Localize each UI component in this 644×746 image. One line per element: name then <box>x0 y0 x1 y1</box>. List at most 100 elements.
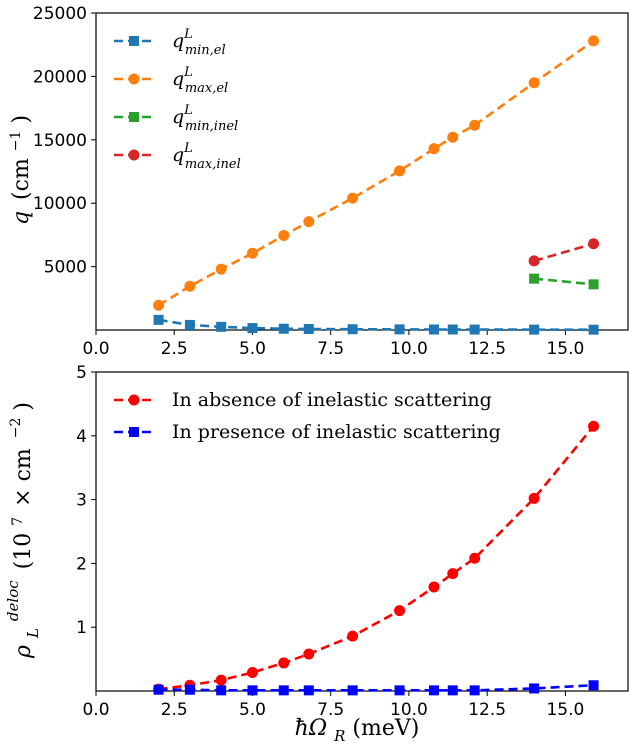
data-point <box>528 255 540 267</box>
legend-entry: qL max,inel <box>114 141 241 172</box>
data-point <box>588 238 600 250</box>
data-point <box>588 35 600 47</box>
data-point <box>588 680 599 691</box>
data-point <box>447 568 459 580</box>
data-point <box>216 321 227 332</box>
x-tick-label: 5.0 <box>239 339 266 359</box>
data-point <box>588 420 600 432</box>
data-point <box>278 657 290 669</box>
bottom-axis-ticks: 0.0 2.5 5.0 7.5 10.0 12.5 15.0 1 2 3 4 5 <box>76 363 584 720</box>
series-line <box>533 277 594 286</box>
legend-label: qL max,el <box>172 65 228 96</box>
data-point <box>278 323 289 334</box>
data-point <box>246 666 258 678</box>
data-point <box>469 324 480 335</box>
data-point <box>246 247 258 259</box>
y-tick-label: 15000 <box>33 131 87 151</box>
data-point <box>394 605 406 617</box>
bottom-y-axis-label: ρ L deloc (10 7 × cm −2 ) <box>0 402 44 659</box>
y-tick-label: 4 <box>76 427 87 447</box>
x-tick-label: 5.0 <box>239 700 266 720</box>
data-point <box>347 324 358 335</box>
data-point <box>347 630 359 642</box>
y-tick-label: 2 <box>76 554 87 574</box>
series-3 <box>528 238 600 267</box>
data-point <box>588 324 599 335</box>
bottom-chart-panel: 0.0 2.5 5.0 7.5 10.0 12.5 15.0 1 2 3 4 5 In absence… <box>0 363 629 746</box>
x-tick-label: 2.5 <box>161 700 188 720</box>
legend-label: qL max,inel <box>172 141 241 172</box>
data-point <box>394 324 405 335</box>
y-tick-label: 10000 <box>33 194 87 214</box>
series-2 <box>529 273 599 290</box>
legend-swatch-marker <box>128 149 140 161</box>
bottom-legend: In absence of inelastic scattering In pre… <box>114 389 501 443</box>
data-point <box>529 324 540 335</box>
data-point <box>247 685 258 696</box>
bottom-plot-area <box>95 371 629 692</box>
data-point <box>529 683 540 694</box>
data-point <box>153 314 164 325</box>
x-tick-label: 10.0 <box>390 700 428 720</box>
legend-swatch-marker <box>129 112 139 122</box>
legend-swatch-marker <box>128 394 140 406</box>
legend-entry: qL min,el <box>114 27 226 58</box>
data-point <box>215 263 227 275</box>
top-axis-ticks: 0.0 2.5 5.0 7.5 10.0 12.5 15.0 5000 10000 15000 20… <box>33 4 584 359</box>
x-tick-label: 2.5 <box>161 339 188 359</box>
data-point <box>303 323 314 334</box>
x-tick-label: 0.0 <box>82 339 109 359</box>
data-point <box>247 323 258 334</box>
data-point <box>528 492 540 504</box>
data-point <box>303 216 315 228</box>
data-point <box>278 685 289 696</box>
plot-frame <box>95 12 629 331</box>
data-point <box>215 674 227 686</box>
legend-swatch-marker <box>129 36 139 46</box>
data-point <box>529 273 540 284</box>
data-point <box>428 685 439 696</box>
legend-swatch-marker <box>129 427 139 437</box>
data-point <box>153 684 164 695</box>
top-chart-panel: 0.0 2.5 5.0 7.5 10.0 12.5 15.0 5000 10000 15000 20… <box>8 4 629 359</box>
series-line <box>533 242 594 263</box>
bottom-x-axis-label: ħΩ R (meV) <box>295 716 420 746</box>
legend-label: qL min,inel <box>172 103 238 134</box>
series-line <box>158 425 595 691</box>
legend-swatch-marker <box>128 73 140 85</box>
legend-entry: In presence of inelastic scattering <box>114 421 501 443</box>
data-point <box>347 685 358 696</box>
data-point <box>303 648 315 660</box>
y-tick-label: 3 <box>76 491 87 511</box>
legend-label: In presence of inelastic scattering <box>172 421 501 443</box>
data-point <box>447 324 458 335</box>
series-0 <box>153 314 599 335</box>
legend-entry: qL max,el <box>114 65 228 96</box>
y-tick-label: 1 <box>76 618 87 638</box>
x-tick-label: 15.0 <box>546 700 584 720</box>
data-point <box>469 685 480 696</box>
data-point <box>447 131 459 143</box>
series-0 <box>153 420 600 695</box>
x-tick-label: 15.0 <box>546 339 584 359</box>
data-point <box>303 685 314 696</box>
legend-entry: In absence of inelastic scattering <box>114 389 492 411</box>
legend-label: qL min,el <box>172 27 226 58</box>
x-tick-label: 0.0 <box>82 700 109 720</box>
data-point <box>428 324 439 335</box>
bottom-series-layer <box>153 420 600 696</box>
data-point <box>184 684 195 695</box>
legend-entry: qL min,inel <box>114 103 238 134</box>
data-point <box>394 685 405 696</box>
data-point <box>347 192 359 204</box>
top-series-layer <box>153 35 600 335</box>
y-tick-label: 5000 <box>44 258 87 278</box>
data-point <box>278 230 290 242</box>
legend-label: In absence of inelastic scattering <box>172 389 492 411</box>
y-tick-label: 20000 <box>33 67 87 87</box>
x-tick-label: 10.0 <box>390 339 428 359</box>
series-1 <box>153 35 600 311</box>
data-point <box>469 552 481 564</box>
data-point <box>428 143 440 155</box>
data-point <box>447 685 458 696</box>
